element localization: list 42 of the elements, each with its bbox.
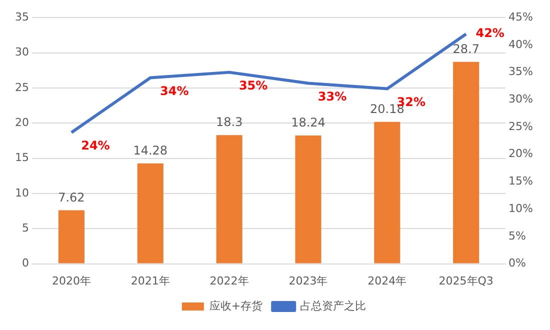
data-label: 35% [238,78,268,92]
y-tick-label: 25 [14,80,29,94]
y-tick-label: 15 [14,151,29,164]
y-tick-label: 5 [22,221,29,234]
legend-label: 占总资产之比 [300,299,366,312]
bar [374,122,400,264]
bar [58,210,84,264]
bar [453,62,480,264]
y2-tick-label: 0% [508,256,526,270]
data-label: 33% [318,89,347,104]
y-tick-label: 30 [14,46,29,59]
data-label: 42% [476,26,504,40]
y2-tick-label: 40% [508,38,534,51]
data-label: 28.7 [452,42,480,56]
data-label: 24% [81,138,110,153]
data-label: 34% [160,84,189,98]
y2-tick-label: 45% [508,10,534,24]
y2-tick-label: 10% [508,202,534,215]
legend-label: 应收+存货 [209,299,263,312]
x-tick-label: 2020年 [52,274,91,288]
bar [295,135,322,264]
y2-tick-label: 15% [508,174,534,188]
y2-tick-label: 30% [508,92,534,106]
x-tick-label: 2023年 [288,274,328,288]
y2-tick-label: 35% [508,65,534,78]
x-tick-label: 2024年 [368,274,407,288]
x-tick-label: 2022年 [210,274,249,288]
y2-tick-label: 20% [508,147,534,160]
bar [137,163,164,264]
y-tick-label: 35 [14,10,29,24]
y2-tick-label: 5% [508,229,526,242]
x-tick-label: 2025年Q3 [438,274,494,288]
bar [216,135,242,264]
y-tick-label: 10 [14,186,29,200]
data-label: 18.24 [291,116,326,130]
y2-tick-label: 25% [508,120,534,133]
data-label: 14.28 [133,143,168,158]
data-label: 18.3 [216,115,243,130]
y-tick-label: 0 [22,256,29,270]
y-tick-label: 20 [14,116,29,129]
data-label: 7.62 [58,190,85,204]
x-tick-label: 2021年 [130,274,170,288]
